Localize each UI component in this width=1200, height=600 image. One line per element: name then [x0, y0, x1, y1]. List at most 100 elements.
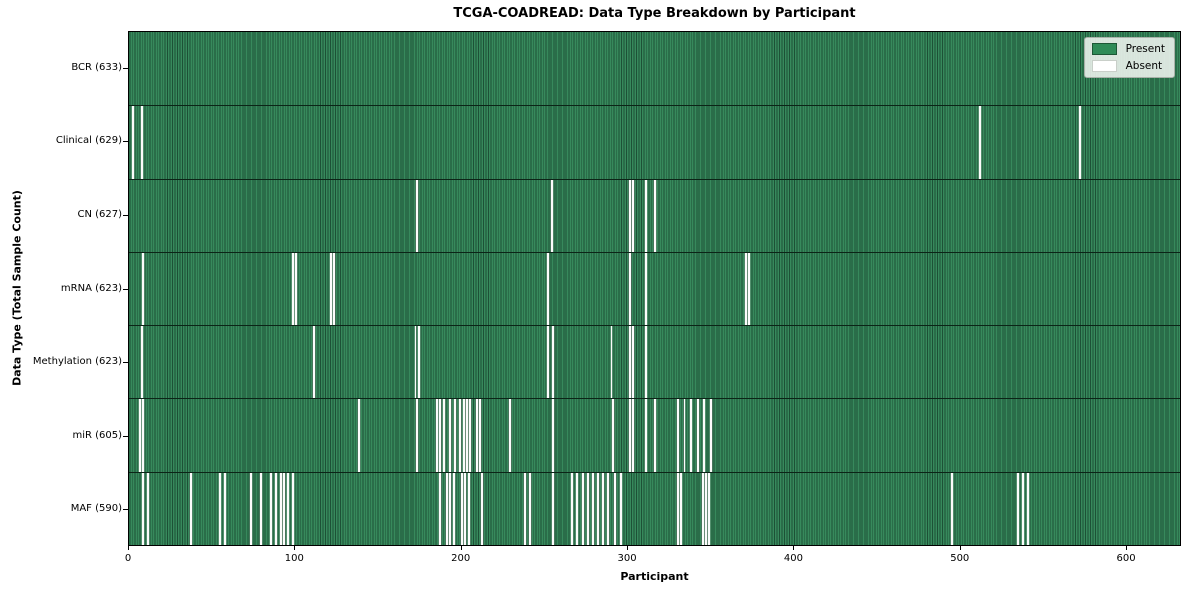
absent-mark	[270, 472, 273, 545]
absent-mark	[461, 472, 463, 545]
absent-mark	[744, 252, 747, 326]
absent-mark	[602, 472, 605, 545]
absent-mark	[632, 399, 634, 472]
present-swatch-icon	[1091, 43, 1117, 55]
absent-mark	[645, 326, 648, 399]
absent-mark	[708, 472, 711, 545]
absent-mark	[467, 472, 470, 545]
absent-mark	[459, 399, 462, 472]
xtick-label-200: 200	[451, 553, 471, 564]
absent-mark	[710, 399, 712, 472]
absent-mark	[680, 472, 683, 545]
absent-mark	[575, 472, 578, 545]
absent-mark	[480, 472, 483, 545]
absent-mark	[414, 326, 417, 399]
absent-mark	[582, 472, 585, 545]
ytick-mark	[123, 509, 128, 511]
absent-mark	[466, 399, 468, 472]
absent-mark	[138, 399, 141, 472]
absent-mark	[464, 472, 467, 545]
absent-mark	[449, 472, 452, 545]
absent-mark	[283, 472, 286, 545]
absent-mark	[190, 472, 193, 545]
absent-mark	[524, 472, 527, 545]
absent-mark	[454, 399, 457, 472]
absent-mark	[529, 472, 532, 545]
absent-mark	[613, 472, 616, 545]
absent-mark	[587, 472, 590, 545]
absent-mark	[275, 472, 277, 545]
ytick-label-mrna: mRNA (623)	[60, 282, 122, 294]
ytick-mark	[123, 67, 128, 69]
absent-mark	[218, 472, 221, 545]
absent-mark	[547, 326, 550, 399]
absent-mark	[676, 399, 679, 472]
absent-mark	[446, 472, 449, 545]
chart-row-bcr	[129, 32, 1180, 106]
absent-mark	[950, 472, 953, 545]
absent-mark	[645, 399, 648, 472]
presence-matrix	[129, 32, 1180, 545]
absent-mark	[1027, 472, 1030, 545]
x-axis-label: Participant	[620, 570, 689, 583]
absent-mark	[442, 399, 445, 472]
absent-mark	[509, 399, 512, 472]
chart-row-cn	[129, 178, 1180, 252]
absent-mark	[612, 399, 615, 472]
ytick-mark	[123, 214, 128, 216]
ytick-mark	[123, 288, 128, 290]
plot-area: Present Absent	[128, 31, 1181, 546]
ytick-label-clinical: Clinical (629)	[55, 135, 122, 147]
absent-mark	[416, 399, 419, 472]
xtick-label-300: 300	[617, 553, 637, 564]
absent-mark	[628, 399, 631, 472]
absent-mark	[703, 399, 706, 472]
xtick-label-600: 600	[1116, 553, 1136, 564]
absent-mark	[291, 252, 294, 326]
chart-row-mir	[129, 398, 1180, 472]
absent-mark	[142, 399, 145, 472]
absent-mark	[132, 106, 135, 179]
chart-row-clinical	[129, 105, 1180, 179]
absent-mark	[628, 179, 631, 252]
absent-mark	[223, 472, 226, 545]
absent-mark	[701, 472, 704, 545]
xtick-mark	[294, 546, 296, 550]
xtick-mark	[460, 546, 462, 550]
absent-mark	[645, 179, 648, 252]
absent-mark	[592, 472, 595, 545]
xtick-mark	[1126, 546, 1128, 550]
xtick-label-100: 100	[284, 553, 304, 564]
absent-mark	[628, 252, 631, 326]
absent-mark	[748, 252, 751, 326]
absent-mark	[291, 472, 294, 545]
absent-mark	[552, 399, 555, 472]
absent-mark	[979, 106, 981, 179]
absent-mark	[676, 472, 679, 545]
absent-mark	[436, 399, 439, 472]
ytick-mark	[123, 141, 128, 143]
absent-mark	[416, 179, 419, 252]
absent-mark	[476, 399, 478, 472]
absent-mark	[329, 252, 332, 326]
absent-mark	[610, 326, 613, 399]
chart-title: TCGA-COADREAD: Data Type Breakdown by Pa…	[453, 6, 856, 21]
ytick-label-maf: MAF (590)	[70, 503, 122, 515]
absent-mark	[552, 472, 555, 545]
xtick-label-0: 0	[124, 553, 132, 564]
absent-mark	[696, 399, 699, 472]
ytick-label-mir: miR (605)	[72, 429, 122, 441]
absent-mark	[260, 472, 263, 545]
ytick-label-bcr: BCR (633)	[71, 61, 122, 73]
xtick-mark	[128, 546, 129, 550]
ytick-label-cn: CN (627)	[77, 208, 122, 220]
absent-mark	[1022, 472, 1025, 545]
absent-mark	[142, 252, 145, 326]
absent-mark	[653, 179, 656, 252]
xtick-label-500: 500	[950, 553, 970, 564]
absent-mark	[653, 399, 656, 472]
absent-mark	[140, 326, 143, 399]
absent-mark	[449, 399, 452, 472]
absent-swatch-icon	[1091, 60, 1117, 72]
absent-mark	[250, 472, 253, 545]
